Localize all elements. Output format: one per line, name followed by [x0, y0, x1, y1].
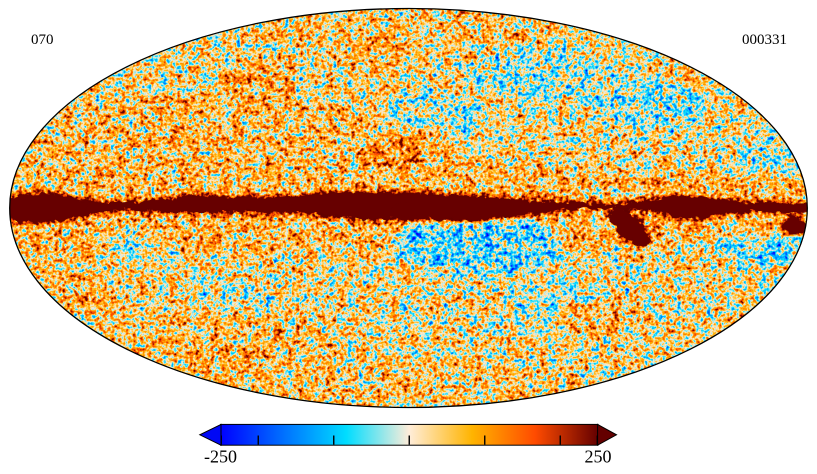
- svg-text:250: 250: [585, 447, 612, 467]
- svg-text:000331: 000331: [742, 32, 787, 48]
- svg-text:-250: -250: [204, 447, 237, 467]
- svg-text:070: 070: [31, 32, 54, 48]
